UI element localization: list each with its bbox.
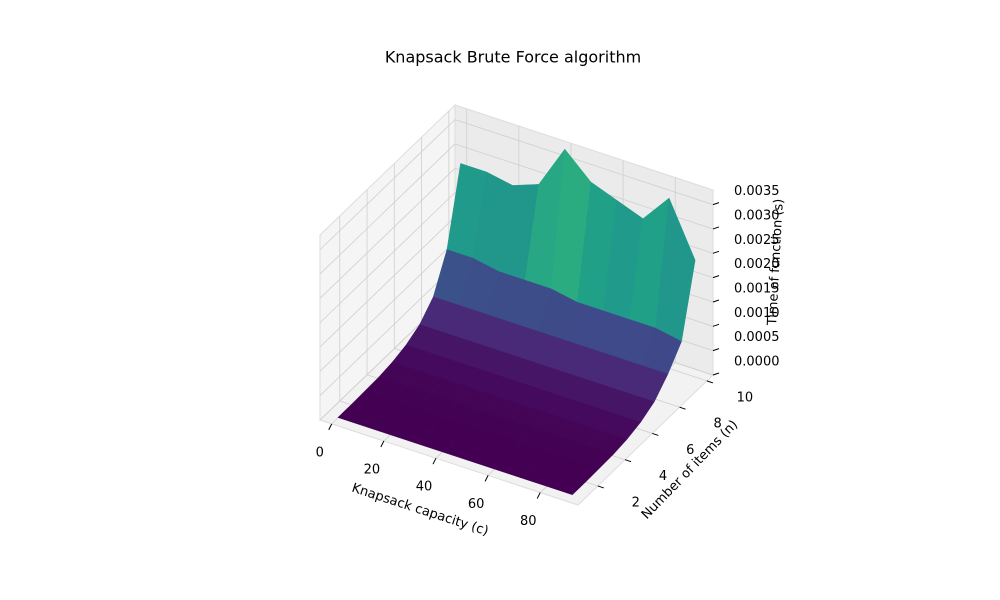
z-tick-label: 0.0005: [734, 330, 780, 345]
tick-mark: [712, 323, 720, 327]
x-tick-label: 0: [316, 445, 324, 460]
y-tick-label: 2: [632, 495, 640, 510]
tick-mark: [652, 432, 659, 436]
y-axis-label: Number of items (n): [639, 417, 741, 522]
grid-line: [319, 216, 456, 348]
tick-mark: [432, 457, 437, 465]
z-axis-label: Time of function (s): [765, 198, 787, 326]
grid-line: [319, 192, 456, 323]
grid-line: [454, 119, 714, 205]
grid-line: [319, 143, 456, 275]
grid-line: [319, 241, 456, 372]
y-tick-label: 6: [686, 443, 694, 458]
tick-mark: [712, 250, 720, 254]
chart-title: Knapsack Brute Force algorithm: [385, 48, 641, 67]
grid-line: [319, 168, 456, 299]
grid-line: [319, 119, 456, 250]
tick-mark: [484, 475, 489, 482]
tick-mark: [536, 492, 541, 499]
tick-mark: [624, 459, 632, 463]
tick-mark: [706, 380, 714, 384]
z-tick-label: 0.0015: [734, 281, 780, 296]
tick-mark: [712, 372, 720, 376]
x-tick-label: 60: [468, 497, 485, 512]
z-tick-label: 0.0010: [734, 306, 780, 321]
tick-mark: [712, 202, 720, 206]
tick-mark: [712, 299, 720, 303]
grid-line: [319, 265, 456, 396]
z-tick-label: 0.0020: [734, 257, 780, 272]
y-tick-label: 8: [713, 417, 721, 432]
tick-mark: [712, 226, 720, 230]
tick-mark: [328, 423, 333, 431]
z-tick-label: 0.0035: [734, 184, 780, 199]
x-tick-label: 20: [364, 463, 381, 478]
x-tick-label: 80: [520, 514, 537, 529]
surface-patch: [545, 472, 587, 496]
z-tick-label: 0.0025: [734, 233, 780, 248]
tick-mark: [712, 275, 720, 279]
tick-mark: [380, 440, 385, 448]
tick-mark: [597, 485, 604, 489]
tick-mark: [679, 406, 686, 410]
tick-mark: [712, 348, 720, 352]
x-tick-label: 40: [416, 480, 433, 495]
y-tick-label: 4: [659, 469, 667, 484]
y-tick-label: 10: [737, 390, 754, 405]
z-tick-label: 0.0000: [734, 355, 780, 370]
z-tick-label: 0.0030: [734, 208, 780, 223]
